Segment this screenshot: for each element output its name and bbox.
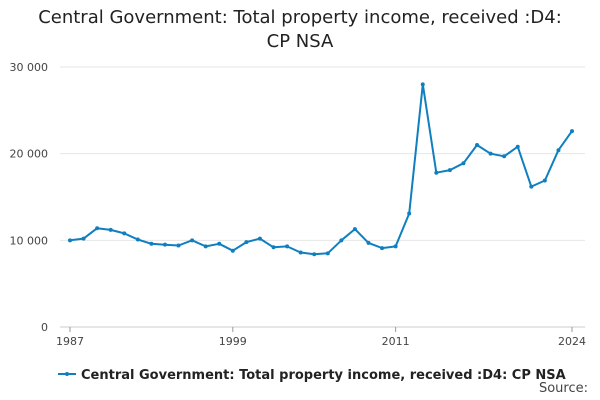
data-point[interactable] bbox=[81, 236, 86, 241]
chart-title-line-2: CP NSA bbox=[266, 31, 334, 52]
data-point[interactable] bbox=[285, 244, 290, 249]
chart-title-line-1: Central Government: Total property incom… bbox=[38, 7, 562, 28]
data-point[interactable] bbox=[325, 251, 330, 256]
data-point[interactable] bbox=[393, 244, 398, 249]
data-point[interactable] bbox=[420, 82, 425, 87]
data-point[interactable] bbox=[190, 238, 195, 243]
y-tick-label: 30 000 bbox=[10, 61, 49, 74]
series-layer bbox=[68, 82, 574, 257]
data-point[interactable] bbox=[352, 227, 357, 232]
data-point[interactable] bbox=[339, 238, 344, 243]
data-point[interactable] bbox=[556, 148, 561, 153]
data-point[interactable] bbox=[515, 144, 520, 149]
data-point[interactable] bbox=[244, 240, 249, 245]
data-point[interactable] bbox=[380, 246, 385, 251]
data-point[interactable] bbox=[230, 248, 235, 253]
x-tick-label: 2024 bbox=[558, 335, 586, 348]
data-point[interactable] bbox=[203, 244, 208, 249]
data-point[interactable] bbox=[488, 151, 493, 156]
data-point[interactable] bbox=[149, 241, 154, 246]
data-point[interactable] bbox=[502, 154, 507, 159]
x-tick-label: 1987 bbox=[56, 335, 84, 348]
x-tick-label: 2011 bbox=[382, 335, 410, 348]
data-point[interactable] bbox=[95, 226, 100, 231]
grid-lines bbox=[60, 66, 585, 328]
source-label: Source: bbox=[538, 381, 588, 396]
data-point[interactable] bbox=[108, 227, 113, 232]
data-point[interactable] bbox=[217, 241, 222, 246]
y-tick-label: 0 bbox=[41, 321, 48, 334]
data-point[interactable] bbox=[407, 211, 412, 216]
data-point[interactable] bbox=[122, 231, 127, 236]
data-point[interactable] bbox=[529, 184, 534, 189]
data-point[interactable] bbox=[570, 129, 574, 134]
data-point[interactable] bbox=[135, 237, 140, 242]
chart-title: Central Government: Total property incom… bbox=[0, 6, 600, 54]
y-axis: 0 10 000 20 000 30 000 bbox=[10, 61, 49, 334]
x-axis: 1987 1999 2011 2024 bbox=[56, 327, 586, 348]
data-point[interactable] bbox=[312, 252, 317, 257]
data-point[interactable] bbox=[68, 238, 72, 243]
legend-label: Central Government: Total property incom… bbox=[81, 368, 566, 383]
data-point[interactable] bbox=[366, 240, 371, 245]
y-tick-label: 10 000 bbox=[10, 234, 49, 247]
data-point[interactable] bbox=[257, 236, 262, 241]
data-point[interactable] bbox=[475, 143, 480, 147]
data-point[interactable] bbox=[542, 178, 547, 183]
data-point[interactable] bbox=[162, 242, 167, 247]
data-point[interactable] bbox=[434, 170, 439, 175]
data-point[interactable] bbox=[176, 243, 181, 248]
data-point[interactable] bbox=[461, 161, 466, 166]
series-line bbox=[69, 83, 573, 256]
data-point[interactable] bbox=[298, 250, 303, 255]
data-point[interactable] bbox=[271, 245, 276, 250]
legend-swatch-marker bbox=[65, 372, 69, 376]
legend: Central Government: Total property incom… bbox=[58, 368, 566, 383]
data-point[interactable] bbox=[447, 168, 452, 173]
y-tick-label: 20 000 bbox=[10, 148, 49, 161]
x-tick-label: 1999 bbox=[219, 335, 247, 348]
